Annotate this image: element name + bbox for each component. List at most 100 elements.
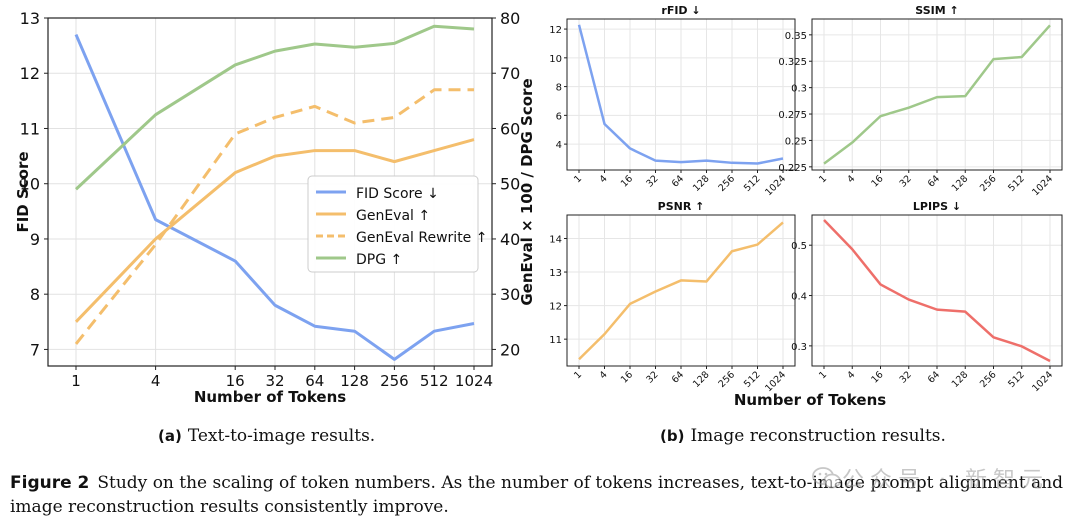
series-line [74, 24, 475, 191]
watermark-text: 公众号 · 新智元 [842, 468, 1049, 493]
x-tick-label: 4 [845, 173, 857, 185]
x-tick-label: 32 [644, 173, 660, 189]
caption-a-text: Text-to-image results. [187, 426, 376, 446]
y-tick-label: 8 [556, 83, 562, 94]
x-tick-label: 128 [950, 369, 971, 390]
figure-caption: Figure 2 Study on the scaling of token nu… [10, 471, 1070, 519]
y-right-tick-label: 60 [500, 119, 520, 138]
x-tick-label: 256 [717, 173, 738, 194]
x-tick-label: 64 [305, 372, 324, 390]
panel-ssim-chart: SSIM ↑ 0.225 0.25 0.275 0.3 0.325 0.35 1 4 16 32 64… [778, 4, 1063, 198]
caption-b-text: Image reconstruction results. [690, 426, 946, 446]
series-line [823, 24, 1051, 165]
x-tick-label: 32 [898, 173, 914, 189]
x-tick-label: 1 [817, 369, 829, 381]
x-tick-label: 32 [898, 369, 914, 385]
x-tick-label: 512 [1006, 369, 1027, 390]
y-tick-label: 0.3 [791, 84, 807, 95]
y-tick-label: 10 [549, 54, 562, 65]
y-right-axis-label: GenEval × 100 / DPG Score [518, 78, 536, 305]
series-line [74, 88, 474, 345]
y-right-tick-label: 20 [500, 340, 520, 359]
x-tick-label: 128 [950, 173, 971, 194]
plot-frame [47, 17, 493, 367]
y-tick-label: 0.5 [791, 241, 807, 252]
x-tick-label: 16 [619, 369, 635, 385]
x-tick-label: 128 [691, 369, 712, 390]
caption-b: (b) Image reconstruction results. [660, 426, 946, 446]
x-tick-label: 1 [71, 372, 81, 390]
y-left-tick-label: 7 [30, 340, 40, 359]
x-tick-label: 512 [420, 372, 449, 390]
y-left-tick-label: 13 [20, 9, 40, 28]
caption-a-label: (a) [158, 427, 182, 445]
legend-box [307, 175, 479, 273]
panel-b-x-axis-label: Number of Tokens [734, 391, 886, 409]
x-tick-label: 16 [619, 173, 635, 189]
x-tick-label: 256 [380, 372, 409, 390]
panel-title: SSIM ↑ [915, 4, 958, 17]
legend-label: FID Score ↓ [356, 186, 439, 202]
panel-lpips-chart: LPIPS ↓ 0.3 0.4 0.5 1 4 16 32 64 128 256 512 1024 [791, 200, 1063, 394]
series-line [74, 138, 475, 323]
figure-label: Figure 2 [10, 473, 90, 493]
x-tick-label: 64 [670, 173, 686, 189]
x-tick-label: 1024 [763, 173, 788, 198]
x-tick-label: 4 [598, 369, 610, 381]
x-tick-label: 64 [670, 369, 686, 385]
y-tick-label: 0.3 [791, 342, 807, 353]
y-tick-label: 0.275 [778, 110, 807, 121]
y-right-tick-label: 70 [500, 64, 520, 83]
series-line [74, 33, 475, 361]
y-left-tick-label: 8 [30, 285, 40, 304]
x-tick-label: 32 [644, 369, 660, 385]
y-tick-label: 0.225 [778, 163, 807, 174]
y-tick-label: 6 [556, 111, 562, 122]
x-tick-label: 128 [691, 173, 712, 194]
y-tick-label: 0.35 [785, 31, 807, 42]
x-tick-label: 1024 [1030, 173, 1055, 198]
x-tick-label: 4 [598, 173, 610, 185]
y-tick-label: 0.4 [791, 292, 807, 303]
series-line [823, 219, 1051, 363]
watermark: 公众号 · 新智元 [812, 462, 1049, 494]
y-right-tick-label: 40 [500, 230, 520, 249]
panel-a-chart: 7 8 9 10 11 12 13 20 30 40 50 60 70 80 1 4 16 32 64 128 256 5… [14, 9, 536, 406]
series-line [577, 24, 784, 165]
x-tick-label: 1 [572, 173, 584, 185]
y-left-tick-label: 11 [20, 119, 40, 138]
y-tick-label: 0.25 [785, 136, 807, 147]
y-right-tick-label: 50 [500, 175, 520, 194]
y-right-tick-label: 30 [500, 285, 520, 304]
x-tick-label: 16 [226, 372, 245, 390]
x-tick-label: 64 [926, 369, 942, 385]
x-tick-label: 512 [1006, 173, 1027, 194]
x-tick-label: 256 [978, 369, 999, 390]
panel-title: PSNR ↑ [658, 200, 705, 213]
wechat-icon [812, 467, 841, 489]
panel-title: LPIPS ↓ [913, 200, 961, 213]
series-line [578, 221, 784, 361]
y-right-tick-label: 80 [500, 9, 520, 28]
y-tick-label: 12 [549, 302, 562, 313]
y-tick-label: 14 [549, 234, 562, 245]
legend-label: DPG ↑ [356, 252, 402, 268]
x-tick-label: 256 [717, 369, 738, 390]
x-tick-label: 512 [742, 369, 763, 390]
x-tick-label: 4 [151, 372, 161, 390]
y-left-tick-label: 12 [20, 64, 40, 83]
x-tick-label: 128 [340, 372, 369, 390]
panel-title: rFID ↓ [661, 4, 700, 17]
x-tick-label: 512 [742, 173, 763, 194]
y-tick-label: 11 [549, 335, 562, 346]
x-tick-label: 256 [978, 173, 999, 194]
y-left-tick-label: 10 [20, 175, 40, 194]
x-tick-label: 1 [817, 173, 829, 185]
x-axis-label: Number of Tokens [194, 388, 346, 406]
legend-label: GenEval ↑ [356, 208, 430, 224]
x-tick-label: 1 [572, 369, 584, 381]
x-tick-label: 32 [265, 372, 284, 390]
y-tick-label: 4 [556, 140, 562, 151]
